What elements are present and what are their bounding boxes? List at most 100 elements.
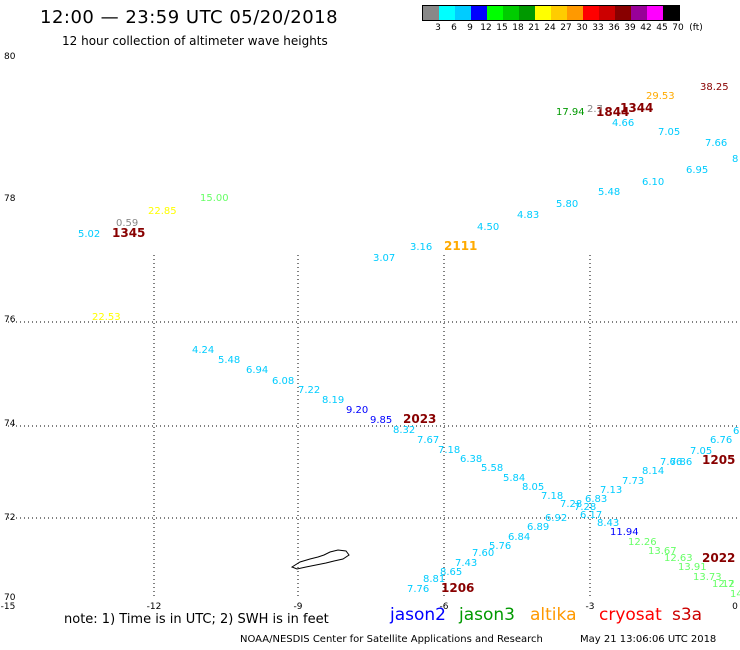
- satellite-legend-altika: altika: [530, 605, 577, 625]
- wave-height-label: 12.26: [628, 537, 657, 548]
- color-legend-label: 9: [467, 23, 473, 33]
- wave-height-label: 4.50: [477, 222, 499, 233]
- map-title: 12:00 — 23:59 UTC 05/20/2018: [40, 7, 339, 28]
- wave-height-label: 8.65: [440, 567, 462, 578]
- color-legend-label: 39: [624, 23, 636, 33]
- wave-height-label: 2.7: [587, 104, 603, 115]
- wave-height-label: 13.67: [648, 546, 677, 557]
- wave-height-label: 7.13: [600, 485, 622, 496]
- wave-height-label: 7.05: [658, 127, 680, 138]
- wave-height-label: 22.53: [92, 312, 121, 323]
- wave-height-label: 5.48: [598, 187, 620, 198]
- color-legend-label: 33: [592, 23, 604, 33]
- wave-height-label: 6.76: [710, 435, 732, 446]
- wave-height-label: 7.60: [472, 548, 494, 559]
- wave-height-label: 4.66: [612, 118, 634, 129]
- color-legend-unit: (ft): [689, 23, 703, 33]
- color-legend-label: 70: [672, 23, 684, 33]
- color-legend-swatch: [615, 6, 631, 20]
- wave-height-label: 6.17: [580, 510, 602, 521]
- wave-height-label: 5.48: [218, 355, 240, 366]
- color-legend-label: 18: [512, 23, 524, 33]
- wave-height-label: 8.32: [393, 425, 415, 436]
- wave-height-label: 6: [733, 426, 739, 437]
- color-legend-swatch: [599, 6, 615, 20]
- satellite-legend-jason3: jason3: [459, 605, 515, 625]
- wave-height-label: 7.86: [670, 457, 692, 468]
- lat-tick-label: 76: [4, 315, 16, 325]
- wave-height-label: 7.28: [574, 502, 596, 513]
- wave-height-label: 9.20: [346, 405, 368, 416]
- color-legend-label: 27: [560, 23, 572, 33]
- wave-height-label: 13.73: [693, 572, 722, 583]
- color-legend-swatches: [422, 5, 680, 21]
- wave-height-label: 4.24: [192, 345, 214, 356]
- lon-tick-label: 0: [732, 602, 738, 612]
- wave-height-label: 8.05: [522, 482, 544, 493]
- wave-height-label: 17.94: [556, 107, 585, 118]
- color-legend-swatch: [503, 6, 519, 20]
- wave-height-label: 7.18: [541, 491, 563, 502]
- color-legend-label: 12: [480, 23, 492, 33]
- wave-height-label: 6.92: [545, 513, 567, 524]
- wave-height-label: 7.18: [438, 445, 460, 456]
- wave-height-label: 3.16: [410, 242, 432, 253]
- wave-height-label: 6.08: [272, 376, 294, 387]
- wave-height-label: 6.84: [508, 532, 530, 543]
- lat-lon-grid: [8, 255, 740, 596]
- wave-height-label: 7.67: [417, 435, 439, 446]
- wave-height-label: 7.28: [560, 499, 582, 510]
- wave-height-label: 15.00: [200, 193, 229, 204]
- color-legend-label: 3: [435, 23, 441, 33]
- wave-height-label: 5.76: [489, 541, 511, 552]
- pass-time-label: 1844: [596, 105, 629, 119]
- wave-height-label: 6.95: [686, 165, 708, 176]
- pass-time-label: 1205: [702, 453, 735, 467]
- wave-height-label: 14: [730, 589, 740, 600]
- color-legend-swatch: [567, 6, 583, 20]
- axis-ticks: -15 -12 -9 -6 -3 0 70 72 74 76 78 80: [1, 52, 738, 612]
- lat-tick-label: 72: [4, 513, 15, 523]
- wave-height-label: 7.66: [705, 138, 727, 149]
- color-legend-label: 30: [576, 23, 588, 33]
- footer-credit: NOAA/NESDIS Center for Satellite Applica…: [240, 634, 543, 645]
- wave-height-label: 5.84: [503, 473, 525, 484]
- lon-tick-label: -3: [586, 602, 595, 612]
- pass-time-label: 2023: [403, 412, 436, 426]
- color-legend-label: 45: [656, 23, 668, 33]
- wave-height-label: 13.91: [678, 562, 707, 573]
- wave-height-label: 7.73: [622, 476, 644, 487]
- color-legend-swatch: [455, 6, 471, 20]
- color-legend-label: 15: [496, 23, 508, 33]
- lat-tick-label: 70: [4, 593, 16, 603]
- color-legend-label: 6: [451, 23, 457, 33]
- color-legend-swatch: [439, 6, 455, 20]
- wave-height-label: 8: [732, 154, 738, 165]
- lon-tick-label: -12: [147, 602, 162, 612]
- color-legend-swatch: [631, 6, 647, 20]
- footer-timestamp: May 21 13:06:06 UTC 2018: [580, 634, 717, 645]
- wave-height-label: 7.05: [690, 446, 712, 457]
- satellite-legend-jason2: jason2: [390, 605, 446, 625]
- color-legend-label: 21: [528, 23, 540, 33]
- island-outline: [290, 549, 350, 570]
- pass-time-label: 2022: [702, 551, 735, 565]
- wave-height-label: 4.83: [517, 210, 539, 221]
- satellite-legend-s3a: s3a: [672, 605, 703, 625]
- wave-height-label: 3.07: [373, 253, 395, 264]
- color-legend-swatch: [519, 6, 535, 20]
- color-legend-label: 36: [608, 23, 620, 33]
- wave-height-label: 11.94: [610, 527, 639, 538]
- satellite-legend: jason2 jason3 altika cryosat s3a: [0, 605, 740, 627]
- wave-height-label: 6.94: [246, 365, 268, 376]
- color-legend-swatch: [663, 6, 679, 20]
- wave-height-label: 7.76: [407, 584, 429, 595]
- color-legend-swatch: [471, 6, 487, 20]
- pass-time-label: 1206: [441, 581, 474, 595]
- wave-height-label: 7.66: [660, 457, 682, 468]
- lon-tick-label: -6: [440, 602, 449, 612]
- wave-height-label: 6.38: [460, 454, 482, 465]
- color-legend-label: 42: [640, 23, 652, 33]
- color-legend-swatch: [583, 6, 599, 20]
